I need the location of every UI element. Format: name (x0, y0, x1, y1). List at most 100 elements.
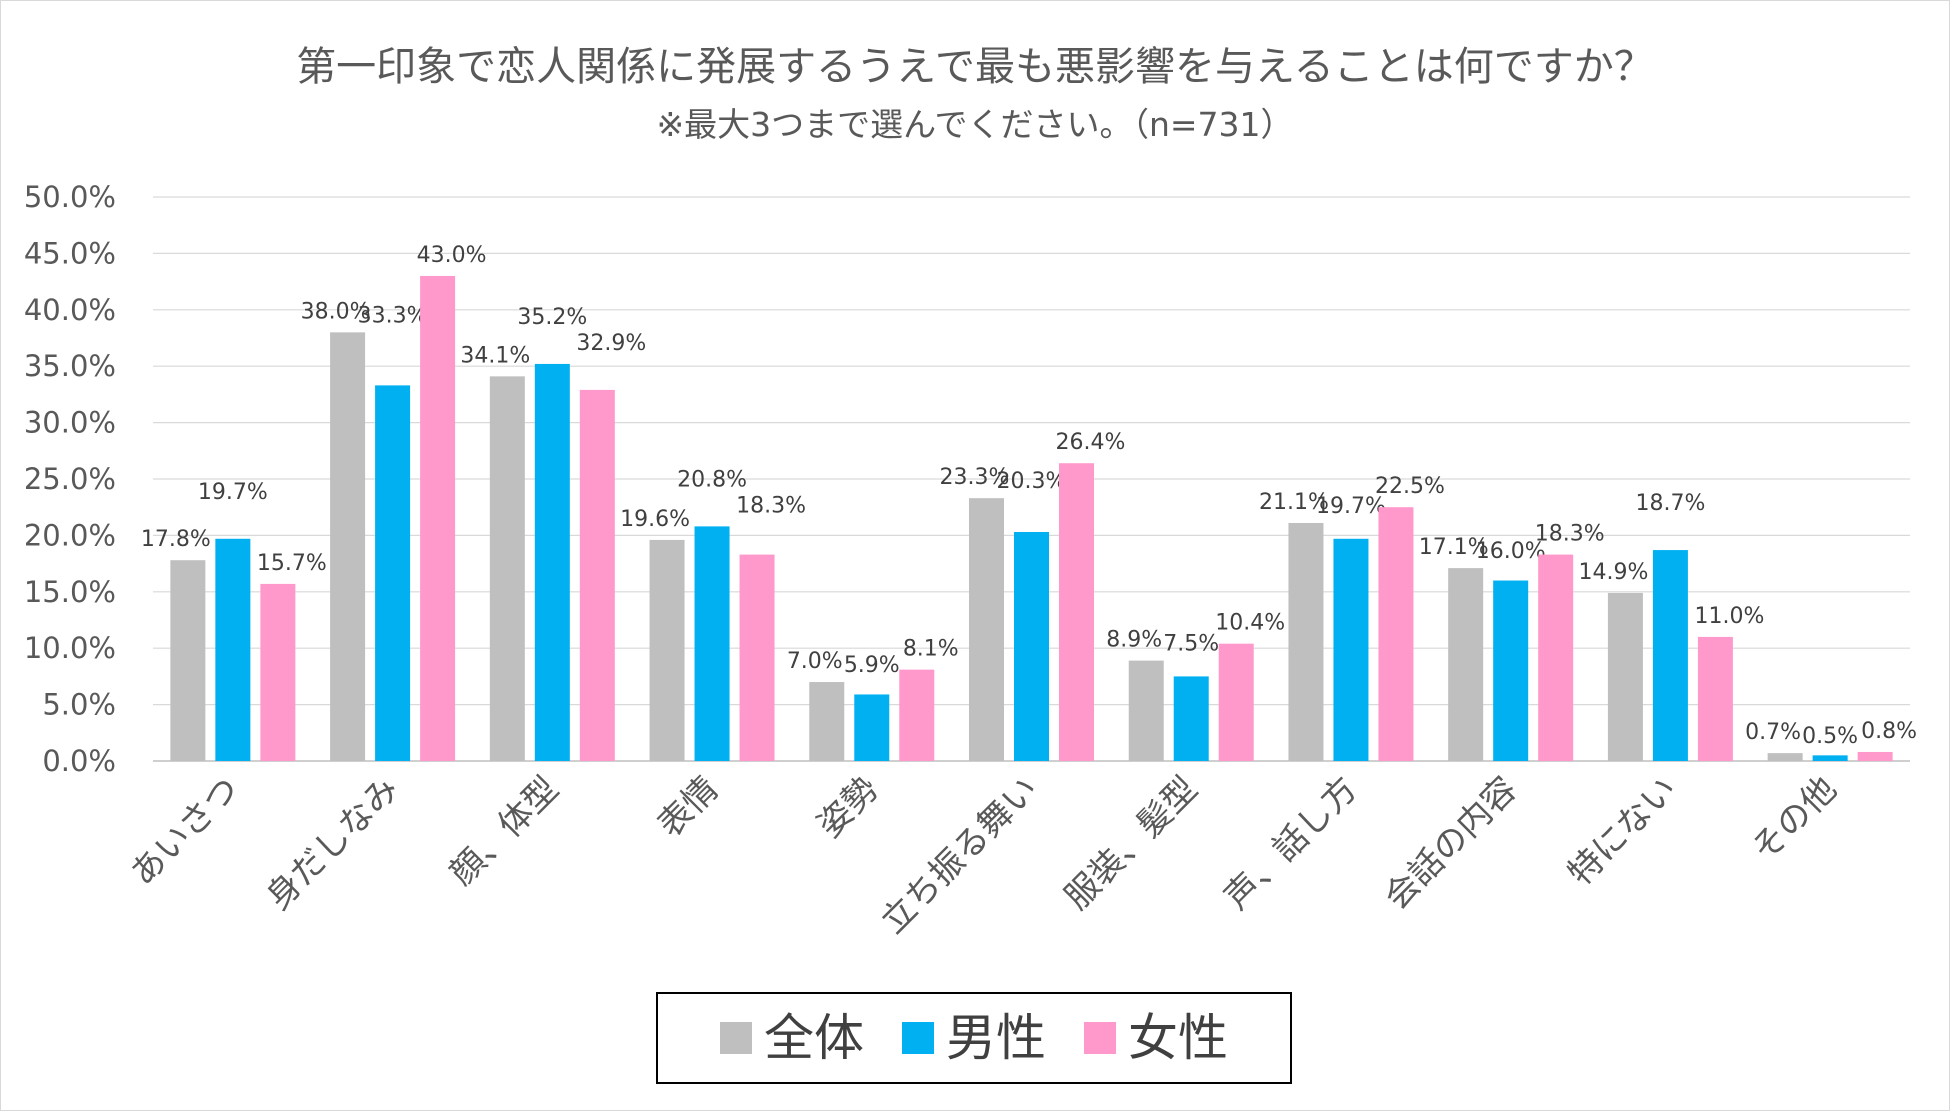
x-tick-label: 会話の内容 (1377, 769, 1525, 917)
legend-swatch-female (1084, 1022, 1116, 1054)
data-label: 21.1% (1259, 490, 1329, 515)
bar (579, 389, 615, 761)
x-tick-label: 特にない (1560, 769, 1684, 893)
x-tick-label: 姿勢 (810, 769, 886, 845)
bar (1857, 751, 1893, 761)
bar (170, 560, 206, 761)
bar (1014, 532, 1049, 761)
bar (1288, 522, 1324, 761)
x-tick-label: あいさつ (123, 769, 247, 893)
data-label: 17.1% (1419, 535, 1489, 560)
y-tick-label: 25.0% (24, 462, 116, 496)
bar (1493, 580, 1529, 761)
bar (260, 583, 296, 761)
bar (694, 526, 730, 761)
data-label: 20.3% (997, 469, 1067, 494)
bar (1059, 463, 1094, 761)
bar (1218, 643, 1254, 761)
data-label: 8.9% (1106, 628, 1162, 653)
data-label: 16.0% (1476, 539, 1546, 564)
bar (969, 498, 1004, 761)
data-label: 10.4% (1215, 611, 1285, 636)
y-tick-label: 30.0% (24, 406, 116, 440)
bar (854, 694, 890, 761)
data-label: 0.8% (1861, 719, 1917, 744)
data-label: 18.7% (1635, 491, 1705, 516)
legend-item-male: 男性 (902, 1013, 1046, 1063)
legend-item-all: 全体 (720, 1013, 864, 1063)
data-label: 17.8% (141, 527, 211, 552)
data-label: 19.7% (1316, 494, 1386, 519)
bar (534, 363, 570, 761)
x-tick-label: 服装、髪型 (1057, 769, 1205, 917)
x-tick-label: 身だしなみ (258, 769, 406, 917)
bar (899, 669, 935, 761)
data-label: 34.1% (460, 343, 530, 368)
legend-label-male: 男性 (946, 1009, 1046, 1067)
y-tick-label: 20.0% (24, 518, 116, 552)
y-tick-label: 40.0% (24, 293, 116, 327)
y-tick-label: 10.0% (24, 631, 116, 665)
data-label: 23.3% (940, 465, 1010, 490)
data-label: 22.5% (1375, 474, 1445, 499)
bar (1128, 660, 1164, 761)
x-tick-label: 顔、体型 (442, 769, 566, 893)
y-tick-label: 50.0% (24, 180, 116, 214)
y-tick-label: 35.0% (24, 349, 116, 383)
bar (1607, 592, 1643, 761)
bar (1333, 538, 1369, 761)
bar (1652, 550, 1688, 761)
data-label: 18.3% (1535, 522, 1605, 547)
bar (489, 376, 525, 761)
legend-label-all: 全体 (764, 1009, 864, 1067)
bar (1378, 507, 1414, 761)
data-label: 35.2% (517, 305, 587, 330)
x-tick-label: その他 (1744, 769, 1844, 869)
data-label: 11.0% (1694, 604, 1764, 629)
legend-item-female: 女性 (1084, 1013, 1228, 1063)
chart-subtitle: ※最大3つまで選んでください。（n=731） (656, 105, 1294, 144)
y-tick-label: 0.0% (42, 744, 116, 778)
data-label: 33.3% (358, 303, 428, 328)
x-tick-label: 表情 (650, 769, 726, 845)
legend-swatch-male (902, 1022, 934, 1054)
data-label: 18.3% (736, 493, 806, 518)
data-label: 14.9% (1578, 560, 1648, 585)
bar (375, 385, 411, 761)
data-label: 0.5% (1802, 724, 1858, 749)
data-label: 20.8% (677, 467, 747, 492)
data-label: 43.0% (417, 243, 487, 268)
bar (1173, 676, 1209, 761)
legend-label-female: 女性 (1128, 1009, 1228, 1067)
x-tick-label: 声、話し方 (1217, 769, 1365, 917)
legend: 全体 男性 女性 (656, 992, 1292, 1084)
y-tick-label: 15.0% (24, 575, 116, 609)
bar (420, 275, 456, 761)
data-label: 0.7% (1745, 720, 1801, 745)
y-tick-label: 5.0% (42, 688, 116, 722)
bar (1767, 753, 1803, 761)
chart-title: 第一印象で恋人関係に発展するうえで最も悪影響を与えることは何ですか？ (296, 44, 1654, 90)
data-label: 19.7% (198, 480, 268, 505)
bar (1538, 554, 1574, 761)
bar (739, 554, 775, 761)
data-label: 7.0% (787, 649, 843, 674)
x-tick-label: 立ち振る舞い (873, 769, 1046, 942)
y-tick-label: 45.0% (24, 236, 116, 270)
data-label: 15.7% (257, 551, 327, 576)
bar (1812, 755, 1848, 761)
data-label: 8.1% (903, 637, 959, 662)
data-label: 32.9% (576, 331, 646, 356)
bar (1448, 568, 1484, 761)
legend-swatch-all (720, 1022, 752, 1054)
data-label: 26.4% (1056, 430, 1126, 455)
data-label: 5.9% (844, 653, 900, 678)
bar (215, 538, 251, 761)
bar (649, 539, 685, 761)
bar (809, 682, 845, 761)
data-label: 38.0% (301, 299, 371, 324)
data-label: 19.6% (620, 507, 690, 532)
bar (330, 332, 366, 761)
data-label: 7.5% (1163, 632, 1219, 657)
